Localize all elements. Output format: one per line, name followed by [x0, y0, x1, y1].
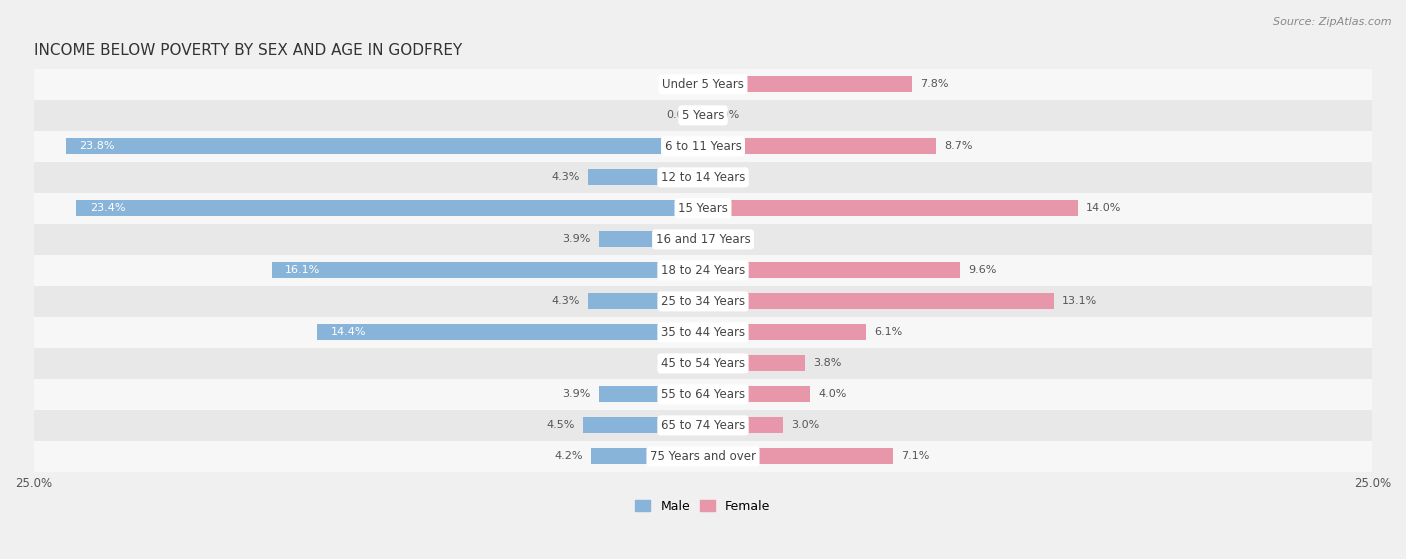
Text: 4.3%: 4.3%	[551, 172, 579, 182]
Bar	[703, 356, 804, 372]
Bar	[34, 69, 1372, 100]
Bar	[591, 448, 703, 465]
Text: 5 Years: 5 Years	[682, 109, 724, 122]
Text: 45 to 54 Years: 45 to 54 Years	[661, 357, 745, 370]
Bar	[34, 131, 1372, 162]
Text: 55 to 64 Years: 55 to 64 Years	[661, 388, 745, 401]
Text: 7.8%: 7.8%	[920, 79, 949, 89]
Text: 3.0%: 3.0%	[792, 420, 820, 430]
Bar	[318, 324, 703, 340]
Text: 75 Years and over: 75 Years and over	[650, 450, 756, 463]
Text: 3.9%: 3.9%	[562, 390, 591, 400]
Text: 12 to 14 Years: 12 to 14 Years	[661, 171, 745, 184]
Text: 0.0%: 0.0%	[711, 110, 740, 120]
Bar	[703, 76, 912, 92]
Text: 16 and 17 Years: 16 and 17 Years	[655, 233, 751, 246]
Bar	[34, 162, 1372, 193]
Bar	[703, 293, 1053, 310]
Text: 9.6%: 9.6%	[969, 266, 997, 276]
Bar	[34, 193, 1372, 224]
Text: 15 Years: 15 Years	[678, 202, 728, 215]
Bar	[703, 262, 960, 278]
Bar	[34, 441, 1372, 472]
Bar	[703, 448, 893, 465]
Text: Under 5 Years: Under 5 Years	[662, 78, 744, 91]
Text: 16.1%: 16.1%	[285, 266, 321, 276]
Text: 14.4%: 14.4%	[330, 328, 367, 338]
Text: 65 to 74 Years: 65 to 74 Years	[661, 419, 745, 432]
Text: 23.4%: 23.4%	[90, 203, 125, 214]
Bar	[34, 224, 1372, 255]
Bar	[34, 410, 1372, 441]
Bar	[588, 293, 703, 310]
Text: 0.0%: 0.0%	[711, 172, 740, 182]
Bar	[703, 138, 936, 154]
Text: 3.9%: 3.9%	[562, 234, 591, 244]
Text: 14.0%: 14.0%	[1085, 203, 1122, 214]
Bar	[703, 324, 866, 340]
Legend: Male, Female: Male, Female	[630, 495, 776, 518]
Bar	[76, 200, 703, 216]
Text: 4.0%: 4.0%	[818, 390, 846, 400]
Text: 18 to 24 Years: 18 to 24 Years	[661, 264, 745, 277]
Text: 6 to 11 Years: 6 to 11 Years	[665, 140, 741, 153]
Text: 25 to 34 Years: 25 to 34 Years	[661, 295, 745, 308]
Text: Source: ZipAtlas.com: Source: ZipAtlas.com	[1274, 17, 1392, 27]
Text: 35 to 44 Years: 35 to 44 Years	[661, 326, 745, 339]
Text: 0.0%: 0.0%	[666, 110, 695, 120]
Text: 7.1%: 7.1%	[901, 452, 929, 461]
Bar	[599, 386, 703, 402]
Text: 0.4%: 0.4%	[655, 358, 685, 368]
Text: 23.8%: 23.8%	[79, 141, 114, 151]
Text: 3.8%: 3.8%	[813, 358, 841, 368]
Text: INCOME BELOW POVERTY BY SEX AND AGE IN GODFREY: INCOME BELOW POVERTY BY SEX AND AGE IN G…	[34, 43, 461, 58]
Bar	[34, 286, 1372, 317]
Bar	[34, 100, 1372, 131]
Text: 0.0%: 0.0%	[666, 79, 695, 89]
Bar	[703, 386, 810, 402]
Bar	[34, 255, 1372, 286]
Bar	[582, 418, 703, 433]
Text: 13.1%: 13.1%	[1062, 296, 1097, 306]
Text: 8.7%: 8.7%	[943, 141, 973, 151]
Bar	[588, 169, 703, 186]
Bar	[703, 200, 1078, 216]
Text: 4.2%: 4.2%	[554, 452, 582, 461]
Text: 0.0%: 0.0%	[711, 234, 740, 244]
Bar	[599, 231, 703, 248]
Bar	[703, 418, 783, 433]
Bar	[271, 262, 703, 278]
Bar	[34, 317, 1372, 348]
Bar	[692, 356, 703, 372]
Bar	[34, 348, 1372, 379]
Text: 4.3%: 4.3%	[551, 296, 579, 306]
Text: 4.5%: 4.5%	[546, 420, 575, 430]
Bar	[66, 138, 703, 154]
Bar	[34, 379, 1372, 410]
Text: 6.1%: 6.1%	[875, 328, 903, 338]
